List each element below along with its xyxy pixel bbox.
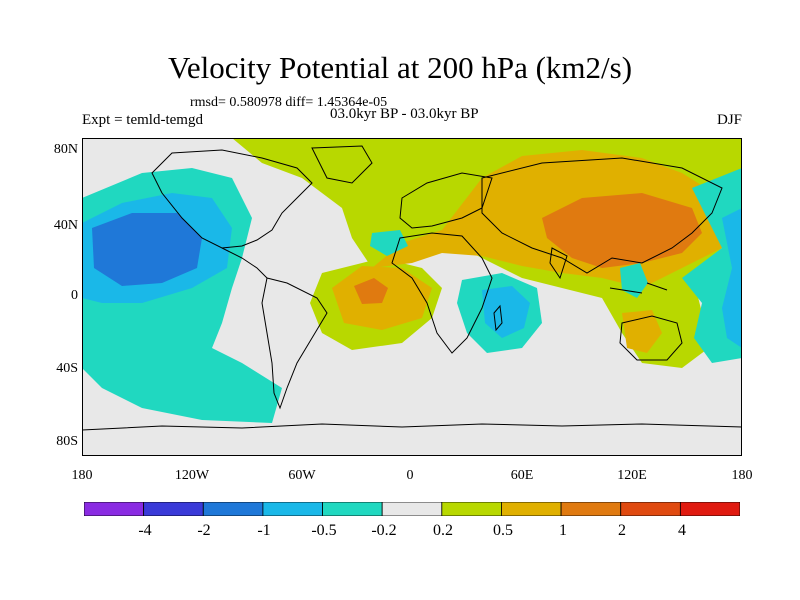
colorbar-swatch-6	[441, 502, 502, 516]
season-label: DJF	[716, 112, 742, 128]
colorbar-swatch-5	[381, 502, 443, 516]
colorbar-swatch-3	[262, 502, 323, 516]
coast-madagascar	[493, 304, 503, 332]
contour-teal-atlantic	[370, 230, 408, 256]
lon-label-180w: 180	[71, 468, 93, 483]
colorbar-label-1: -2	[197, 522, 211, 539]
colorbar-label-9: 4	[678, 522, 686, 539]
colorbar-swatch-2	[202, 502, 264, 516]
contour-cyan-westpacific	[722, 208, 742, 348]
contour-darkorange-asia	[542, 193, 702, 268]
coast-asia	[481, 157, 723, 274]
contour-cyan-indian	[482, 286, 530, 338]
stats-line: rmsd= 0.580978 diff= 1.45364e-05	[190, 95, 388, 110]
coast-south-america	[261, 277, 328, 410]
coast-central-america	[221, 247, 268, 279]
chart-title: Velocity Potential at 200 hPa (km2/s)	[167, 50, 633, 85]
colorbar-label-5: 0.2	[433, 522, 453, 539]
colorbar-label-3: -0.5	[311, 522, 337, 539]
lon-label-120e: 120E	[617, 468, 647, 483]
lon-label-0: 0	[406, 468, 414, 483]
colorbar-swatch-1	[143, 502, 204, 516]
experiment-label: Expt = temld-temgd	[82, 112, 203, 128]
colorbar-swatch-7	[501, 502, 562, 516]
colorbar-label-8: 2	[618, 522, 626, 539]
lat-label-80n: 80N	[53, 142, 78, 157]
colorbar-label-6: 0.5	[493, 522, 513, 539]
coast-greenland	[311, 145, 373, 184]
contour-blue-pacific	[92, 213, 202, 286]
coast-antarctica	[82, 423, 742, 431]
lat-label-40n: 40N	[53, 218, 78, 233]
coast-australia	[619, 315, 683, 361]
contour-darkorange-africa	[354, 278, 388, 304]
colorbar-label-0: -4	[138, 522, 152, 539]
colorbar-swatch-0	[84, 502, 145, 516]
colorbar	[84, 502, 740, 516]
coast-europe	[399, 172, 493, 229]
lon-label-180e: 180	[731, 468, 753, 483]
colorbar-swatch-4	[322, 502, 383, 516]
lon-label-60w: 60W	[288, 468, 316, 483]
lat-label-0: 0	[71, 288, 78, 303]
colorbar-swatch-8	[560, 502, 622, 516]
coast-indonesia	[609, 282, 668, 294]
colorbar-label-7: 1	[559, 522, 567, 539]
lat-label-80s: 80S	[56, 434, 78, 449]
lon-label-120w: 120W	[174, 468, 210, 483]
contour-teal-maritime	[620, 263, 648, 298]
colorbar-swatch-10	[679, 502, 740, 516]
lat-label-40s: 40S	[56, 361, 78, 376]
coastlines	[82, 145, 742, 431]
colorbar-swatch-9	[620, 502, 681, 516]
colorbar-label-4: -0.2	[371, 522, 397, 539]
colorbar-label-2: -1	[257, 522, 271, 539]
coast-india	[549, 247, 568, 280]
map-frame	[82, 138, 742, 456]
period-label: 03.0kyr BP - 03.0kyr BP	[330, 106, 479, 122]
velocity-potential-map	[82, 138, 742, 456]
coast-africa	[391, 232, 493, 354]
coast-north-america	[151, 149, 313, 249]
lon-label-60e: 60E	[510, 468, 534, 483]
